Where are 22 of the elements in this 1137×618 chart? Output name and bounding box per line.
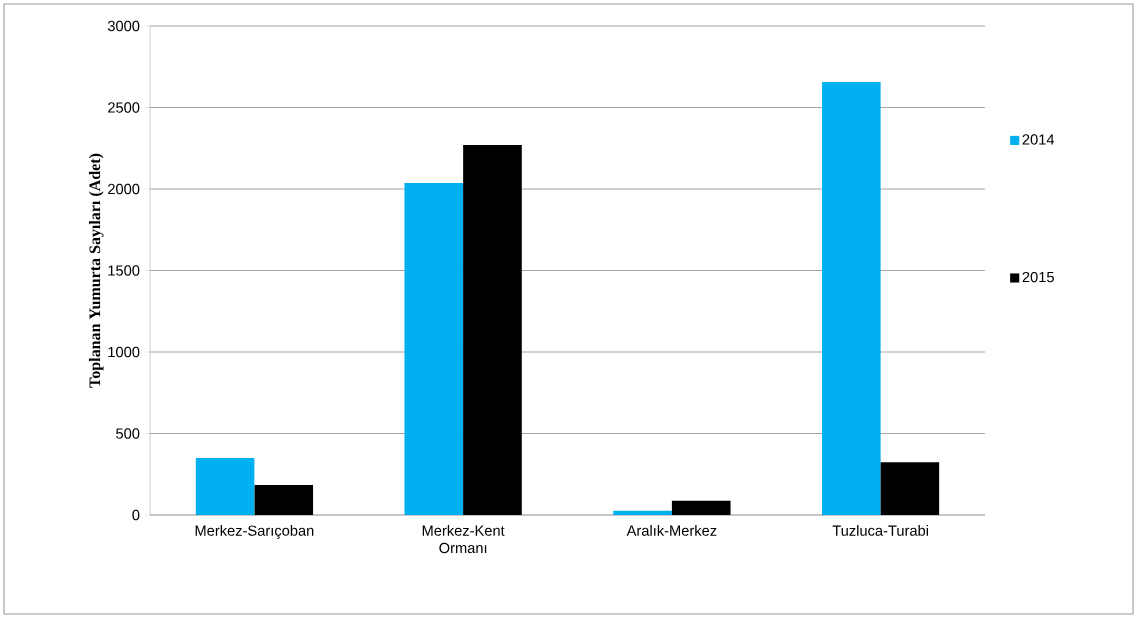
x-tick-label: Aralık-Merkez <box>626 525 717 536</box>
y-tick-label: 2500 <box>108 102 140 113</box>
bar <box>254 485 314 515</box>
bar <box>880 462 940 515</box>
legend-label: 2014 <box>1022 134 1055 145</box>
bar <box>463 144 522 515</box>
x-tick-label: Tuzluca-Turabi <box>832 525 928 536</box>
bar <box>613 510 672 515</box>
y-tick-label: 500 <box>116 428 140 439</box>
bar <box>195 458 255 515</box>
y-tick-label: 0 <box>132 509 140 521</box>
x-tick-label: Merkez-Sarıçoban <box>195 525 314 539</box>
y-axis-title: Toplanan Yumurta Sayıları (Adet) <box>88 153 104 388</box>
y-tick-label: 3000 <box>107 20 140 32</box>
y-tick-label: 2000 <box>108 183 140 195</box>
y-tick-label: 1500 <box>108 265 140 276</box>
legend-label: 2015 <box>1022 271 1054 283</box>
bar <box>671 500 731 515</box>
y-tick-label: 1000 <box>108 346 140 358</box>
x-tick-label: Merkez-Kent Ormanı <box>422 525 505 554</box>
bar <box>821 82 881 515</box>
bar <box>404 182 464 515</box>
